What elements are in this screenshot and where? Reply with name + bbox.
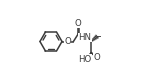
Text: O: O — [75, 19, 82, 28]
Text: O: O — [64, 37, 71, 46]
Text: O: O — [94, 53, 100, 62]
Text: HO: HO — [78, 55, 91, 64]
Text: HN: HN — [78, 33, 91, 42]
